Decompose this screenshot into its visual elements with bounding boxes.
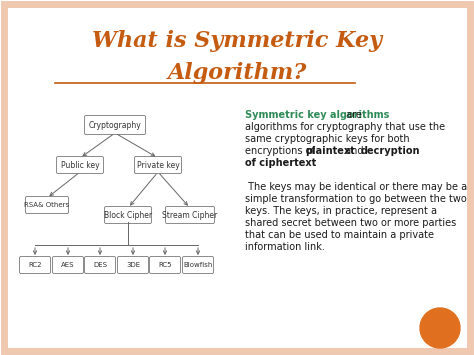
Text: Symmetric key algorithms: Symmetric key algorithms bbox=[245, 110, 389, 120]
Text: encryptions of: encryptions of bbox=[245, 146, 318, 156]
Text: What is Symmetric Key: What is Symmetric Key bbox=[92, 30, 382, 52]
Text: AES: AES bbox=[61, 262, 75, 268]
Text: .: . bbox=[300, 158, 303, 168]
Text: that can be used to maintain a private: that can be used to maintain a private bbox=[245, 230, 434, 240]
Text: RC2: RC2 bbox=[28, 262, 42, 268]
Text: Block Cipher: Block Cipher bbox=[104, 211, 152, 219]
Text: The keys may be identical or there may be a: The keys may be identical or there may b… bbox=[245, 182, 467, 192]
Text: Stream Cipher: Stream Cipher bbox=[163, 211, 218, 219]
Text: are: are bbox=[343, 110, 362, 120]
Text: simple transformation to go between the two: simple transformation to go between the … bbox=[245, 194, 467, 204]
FancyBboxPatch shape bbox=[19, 257, 51, 273]
FancyBboxPatch shape bbox=[104, 207, 152, 224]
Text: algorithms for cryptography that use the: algorithms for cryptography that use the bbox=[245, 122, 445, 132]
Text: and: and bbox=[342, 146, 366, 156]
FancyBboxPatch shape bbox=[135, 157, 182, 174]
FancyBboxPatch shape bbox=[182, 257, 213, 273]
FancyBboxPatch shape bbox=[84, 115, 146, 135]
Text: Blowfish: Blowfish bbox=[183, 262, 213, 268]
FancyBboxPatch shape bbox=[53, 257, 83, 273]
FancyBboxPatch shape bbox=[4, 4, 470, 351]
Text: RC5: RC5 bbox=[158, 262, 172, 268]
Text: DES: DES bbox=[93, 262, 107, 268]
Text: keys. The keys, in practice, represent a: keys. The keys, in practice, represent a bbox=[245, 206, 437, 216]
Text: RSA& Others: RSA& Others bbox=[25, 202, 70, 208]
FancyBboxPatch shape bbox=[165, 207, 215, 224]
FancyBboxPatch shape bbox=[118, 257, 148, 273]
Text: information link.: information link. bbox=[245, 242, 325, 252]
Text: 3DE: 3DE bbox=[126, 262, 140, 268]
FancyBboxPatch shape bbox=[26, 197, 69, 213]
FancyBboxPatch shape bbox=[84, 257, 116, 273]
Text: Public key: Public key bbox=[61, 160, 100, 169]
Text: Cryptography: Cryptography bbox=[89, 120, 141, 130]
Text: plaintext: plaintext bbox=[305, 146, 355, 156]
Text: of ciphertext: of ciphertext bbox=[245, 158, 316, 168]
Text: Private key: Private key bbox=[137, 160, 179, 169]
Text: decryption: decryption bbox=[361, 146, 420, 156]
Text: shared secret between two or more parties: shared secret between two or more partie… bbox=[245, 218, 456, 228]
FancyBboxPatch shape bbox=[56, 157, 103, 174]
Text: same cryptographic keys for both: same cryptographic keys for both bbox=[245, 134, 410, 144]
Text: Algorithm?: Algorithm? bbox=[167, 62, 307, 84]
Circle shape bbox=[420, 308, 460, 348]
FancyBboxPatch shape bbox=[149, 257, 181, 273]
